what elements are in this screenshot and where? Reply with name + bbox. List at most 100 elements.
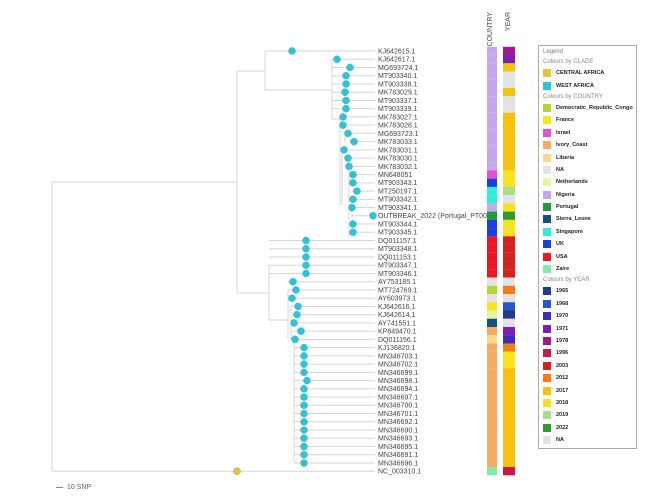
legend-swatch (543, 240, 551, 249)
year-cell (503, 384, 515, 393)
leaf-label: MK783029.1 (378, 90, 418, 97)
leaf-label: MN346699.1 (378, 370, 418, 377)
legend-item: 1970 (543, 310, 632, 322)
tip-node-west-africa (289, 277, 297, 286)
country-cell (487, 71, 497, 80)
tip-node-west-africa (300, 368, 308, 377)
leaf-label: DQ011153.1 (378, 254, 417, 261)
country-cell (487, 203, 497, 212)
legend-swatch (543, 423, 551, 432)
legend-section-title: Colours by YEAR (543, 277, 590, 284)
country-cell (487, 310, 497, 319)
year-cell (503, 376, 515, 385)
country-cell (487, 368, 497, 377)
tip-node-west-africa (348, 203, 356, 212)
leaf-label: MN346703.1 (378, 353, 418, 360)
country-cell (487, 46, 497, 56)
year-cell (503, 434, 515, 443)
tip-node-west-africa (302, 244, 310, 253)
legend-item: USA (543, 250, 632, 262)
tip-node-west-africa (300, 442, 308, 451)
leaf-label: KJ642614.1 (378, 312, 415, 319)
tip-node-west-africa (349, 170, 357, 179)
legend-item: France (543, 114, 632, 126)
tip-node-west-africa (342, 104, 350, 113)
leaf-label: MN346694.1 (378, 386, 418, 393)
legend-item: 1978 (543, 335, 632, 347)
leaf-label: MT903340.1 (378, 73, 417, 80)
legend-swatch (543, 215, 551, 224)
legend-item-label: Democratic_Republic_Congo (556, 104, 633, 111)
legend-item-label: 1971 (556, 325, 569, 332)
legend-item-label: CENTRAL AFRICA (556, 70, 605, 77)
legend-item-label: France (556, 117, 575, 124)
legend-title: Legend (543, 49, 564, 55)
leaf-label: MT903342.1 (378, 197, 417, 204)
year-cell (503, 277, 515, 286)
year-cell (503, 88, 515, 97)
legend-item: Singapore (543, 226, 632, 238)
tip-node-west-africa (300, 360, 308, 368)
legend-item-label: Israel (556, 129, 571, 136)
legend-item: 2017 (543, 384, 632, 396)
leaf-label: AY603973.1 (378, 296, 416, 303)
tip-node-west-africa (302, 261, 310, 270)
legend-item-label: Netherlands (556, 179, 588, 186)
year-cell (503, 46, 515, 56)
legend-swatch (543, 287, 551, 296)
year-cell (503, 137, 515, 146)
year-cell (503, 153, 515, 163)
year-cell (503, 252, 515, 262)
leaf-label: MN346691.1 (378, 452, 418, 459)
leaf-label: KJ642615.1 (378, 48, 415, 55)
tip-node-west-africa (300, 409, 308, 418)
leaf-label: MN346697.1 (378, 394, 418, 401)
legend-swatch (543, 141, 551, 150)
year-cell (503, 285, 515, 295)
country-cell (487, 450, 497, 459)
legend-swatch (543, 374, 551, 383)
country-cell (487, 326, 497, 336)
legend-item: Ivory_Coast (543, 139, 632, 151)
country-cell (487, 401, 497, 410)
legend-item-label: WEST AFRICA (556, 82, 594, 89)
country-cell (487, 277, 497, 286)
tip-node-west-africa (288, 47, 296, 55)
leaf-label: MK783027.1 (378, 114, 418, 121)
legend-item-label: 1970 (556, 313, 569, 320)
leaf-label: KJ642616.1 (378, 304, 415, 311)
legend-item: Portugal (543, 201, 632, 213)
leaf-label: MN346696.1 (378, 460, 418, 467)
scale-bar-line (56, 486, 63, 488)
leaf-label: MN648051 (378, 172, 412, 179)
legend-swatch (543, 128, 551, 137)
leaf-label: DQ011156.1 (378, 337, 417, 344)
country-cell (487, 178, 497, 187)
leaf-label: MT903341.1 (378, 205, 417, 212)
year-cell (503, 186, 515, 196)
legend-swatch (543, 178, 551, 187)
country-cell (487, 458, 497, 468)
country-cell (487, 269, 497, 278)
country-cell (487, 112, 497, 122)
legend-swatch (543, 153, 551, 162)
legend-swatch (543, 324, 551, 333)
country-cell (487, 79, 497, 89)
country-cell (487, 236, 497, 245)
legend-item: 1965 (543, 285, 632, 297)
country-cell (487, 417, 497, 426)
year-cell (503, 335, 515, 344)
country-cell (487, 392, 497, 402)
year-cell (503, 269, 515, 278)
tip-node-west-africa (300, 417, 308, 426)
year-cell (503, 409, 515, 418)
year-cell (503, 326, 515, 336)
leaf-label: MK783033.1 (378, 139, 418, 146)
tip-node-west-africa (292, 286, 300, 294)
legend-swatch (543, 203, 551, 212)
country-cell (487, 104, 497, 113)
leaf-label: MN346693.1 (378, 436, 418, 443)
tip-node-west-africa (339, 121, 347, 129)
tip-node-west-africa (333, 55, 341, 64)
